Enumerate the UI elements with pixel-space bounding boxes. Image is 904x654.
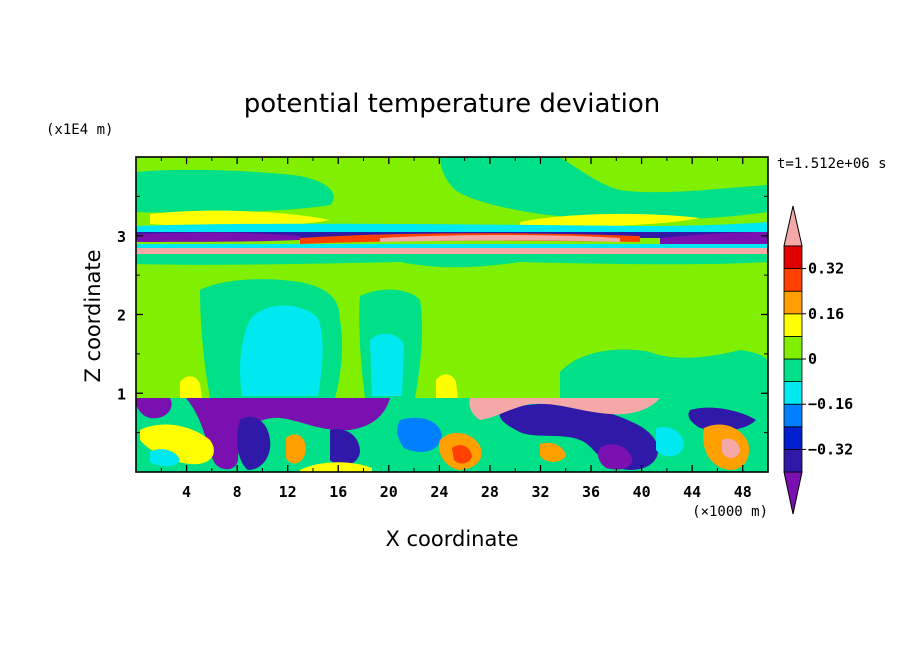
y-axis-ticks: 1 2 3 bbox=[117, 195, 768, 434]
mid-warm-patch bbox=[436, 374, 458, 398]
boundary-layer-warm bbox=[286, 434, 306, 464]
boundary-layer-neg bbox=[656, 426, 684, 457]
contour-field bbox=[136, 157, 768, 472]
mid-warm-patch bbox=[180, 376, 202, 398]
boundary-layer-cold bbox=[136, 398, 172, 419]
colorbar-extend-low bbox=[783, 471, 803, 515]
boundary-layer-cold bbox=[186, 398, 390, 470]
colorbar-segment bbox=[783, 290, 803, 315]
boundary-layer-neg bbox=[150, 449, 180, 467]
y-tick-label: 1 bbox=[117, 385, 126, 403]
x-tick-label: 28 bbox=[481, 483, 499, 501]
colorbar: 0.32 0.16 0 −0.16 −0.32 bbox=[783, 205, 853, 515]
mid-negative-region bbox=[136, 254, 768, 268]
x-axis-label: X coordinate bbox=[385, 527, 518, 551]
boundary-layer-cold bbox=[237, 416, 271, 470]
colorbar-label: 0.32 bbox=[808, 260, 844, 278]
colorbar-segment bbox=[783, 245, 803, 270]
colorbar-label: 0.16 bbox=[808, 305, 844, 323]
boundary-layer-warm bbox=[469, 398, 660, 420]
mid-negative-region bbox=[560, 349, 768, 398]
colorbar-segment bbox=[783, 268, 803, 292]
tropopause-band bbox=[380, 235, 620, 242]
colorbar-segment bbox=[783, 381, 803, 405]
boundary-layer-warm bbox=[452, 445, 472, 464]
boundary-layer-cold bbox=[688, 407, 756, 431]
colorbar-segment bbox=[783, 358, 803, 383]
x-tick-label: 16 bbox=[329, 483, 347, 501]
colorbar-label: −0.16 bbox=[808, 395, 853, 413]
y-axis-label: Z coordinate bbox=[81, 249, 105, 382]
x-tick-label: 4 bbox=[182, 483, 191, 501]
upper-positive-band bbox=[150, 210, 330, 227]
tropopause-band bbox=[660, 232, 768, 246]
x-axis-ticks: 4 8 12 16 20 24 28 32 36 40 44 48 bbox=[160, 157, 752, 501]
boundary-layer-warm bbox=[300, 462, 372, 472]
y-unit-label: (x1E4 m) bbox=[46, 122, 113, 138]
mid-cold-core bbox=[240, 305, 323, 396]
colorbar-segment bbox=[783, 313, 803, 337]
upper-positive-band bbox=[520, 213, 700, 227]
boundary-layer-cold bbox=[598, 444, 633, 470]
colorbar-segment bbox=[783, 426, 803, 450]
boundary-layer-warm bbox=[540, 442, 566, 462]
colorbar-segment bbox=[783, 335, 803, 360]
x-tick-label: 20 bbox=[380, 483, 398, 501]
colorbar-label: −0.32 bbox=[808, 440, 853, 458]
colorbar-extend-high bbox=[783, 205, 803, 247]
colorbar-segment bbox=[783, 403, 803, 428]
boundary-layer-cold bbox=[330, 429, 360, 466]
x-tick-label: 36 bbox=[582, 483, 600, 501]
y-tick-label: 2 bbox=[117, 307, 126, 325]
x-tick-label: 32 bbox=[531, 483, 549, 501]
chart-title: potential temperature deviation bbox=[244, 89, 660, 119]
boundary-layer-warm bbox=[722, 438, 740, 458]
tropopause-band bbox=[136, 244, 768, 248]
upper-negative-band bbox=[136, 222, 768, 232]
colorbar-label: 0 bbox=[808, 350, 817, 368]
mid-cold-core bbox=[370, 333, 404, 396]
x-tick-label: 40 bbox=[633, 483, 651, 501]
x-tick-label: 24 bbox=[430, 483, 448, 501]
x-tick-label: 12 bbox=[279, 483, 297, 501]
upper-negative-region bbox=[440, 157, 768, 220]
tropopause-band bbox=[136, 248, 768, 254]
x-tick-label: 44 bbox=[683, 483, 701, 501]
x-unit-label: (×1000 m) bbox=[692, 504, 768, 520]
x-tick-label: 48 bbox=[734, 483, 752, 501]
y-tick-label: 3 bbox=[117, 228, 126, 246]
x-tick-label: 8 bbox=[233, 483, 242, 501]
tropopause-band bbox=[136, 232, 300, 242]
upper-negative-region bbox=[136, 169, 334, 213]
time-label: t=1.512e+06 s bbox=[777, 156, 887, 172]
boundary-layer-cold bbox=[397, 417, 442, 452]
colorbar-segment bbox=[783, 448, 803, 473]
